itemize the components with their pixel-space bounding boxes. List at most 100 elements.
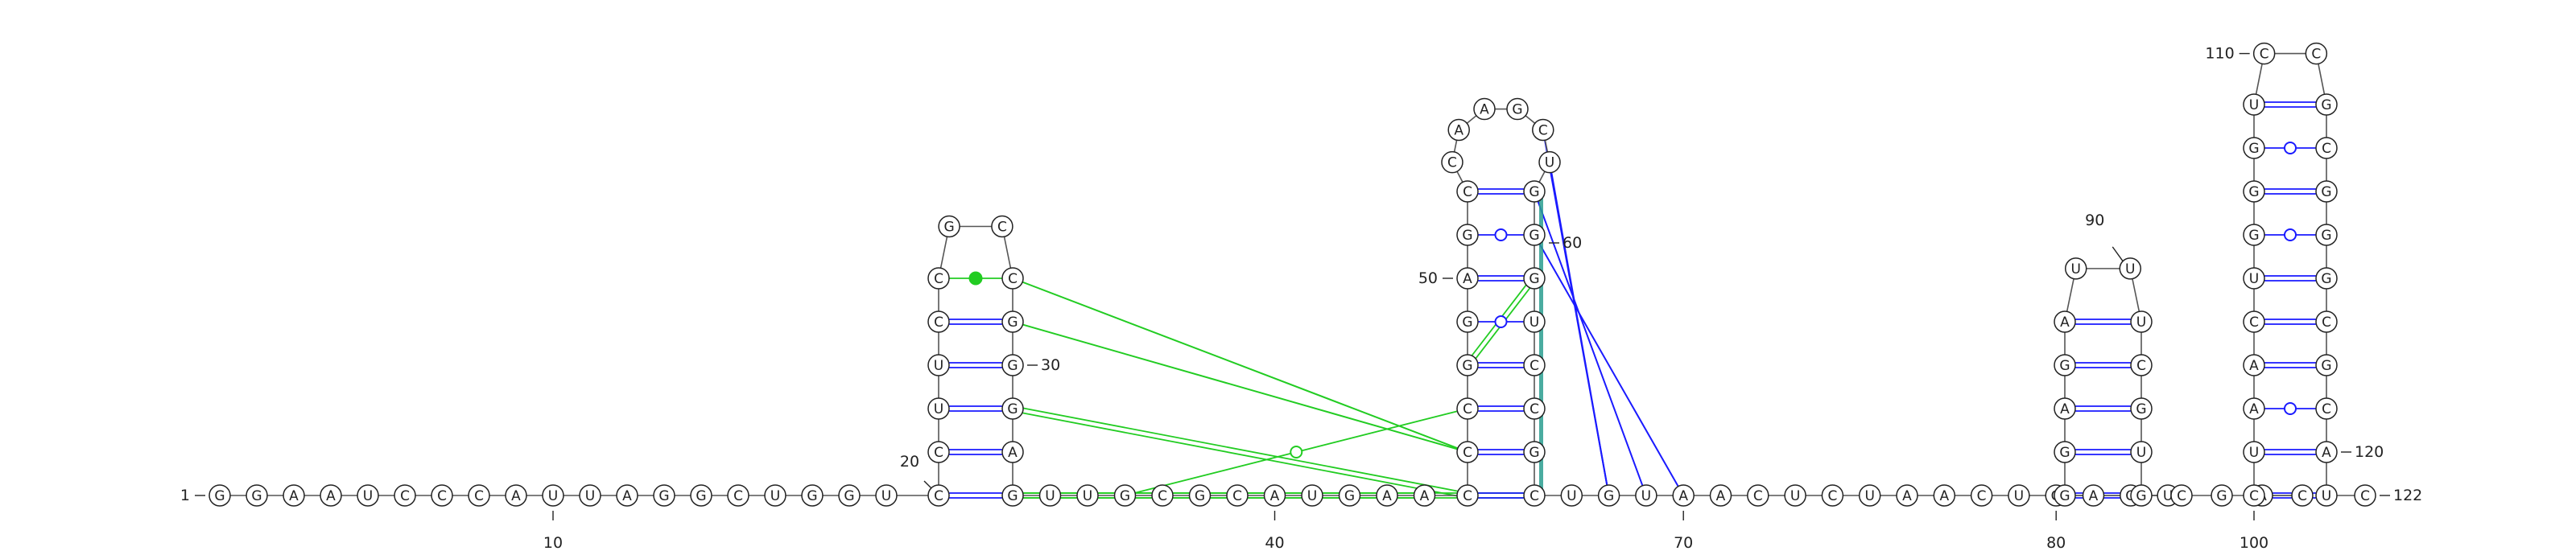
position-label: 60 [1549,234,1582,252]
nucleotide-letter: G [2321,271,2331,287]
label-text: 100 [2240,534,2268,551]
position-label: 100 [2240,511,2268,552]
nucleotide: G [2315,354,2338,376]
nucleotide-circle [991,215,1013,238]
nucleotide: C [1970,484,1993,507]
nucleotide-circle [927,484,950,507]
nucleotide-letter: U [2136,445,2146,461]
nucleotide: A [1933,484,1956,507]
nucleotide-circle [2243,267,2265,290]
nucleotide-circle [2008,484,2030,507]
nucleotide: U [1301,484,1323,507]
nucleotide-letter: U [2322,488,2331,504]
nucleotide: G [2315,224,2338,246]
nucleotide-letter: G [2248,184,2259,200]
nucleotide: C [1523,354,1546,376]
nucleotide-circle [2315,484,2338,507]
label-text: 70 [1674,534,1693,551]
nucleotide-letter: A [1382,488,1392,504]
nucleotide-letter: A [1716,488,1726,504]
base-pair-marker [2284,402,2297,415]
nucleotide-letter: U [2071,261,2081,278]
nucleotide: G [1001,354,1024,376]
nucleotide: U [2315,484,2338,507]
nucleotide-circle [2054,397,2076,420]
nucleotide-letter: C [2249,314,2259,331]
nucleotide: U [2243,93,2265,116]
nucleotide-letter: U [2014,488,2024,504]
nucleotide: U [579,484,601,507]
nucleotide-circle [2130,484,2153,507]
nucleotide-letter: C [1977,488,1987,504]
tertiary-interaction-marker [1290,446,1303,458]
nucleotide: C [1523,397,1546,420]
nucleotide-circle [1523,180,1546,203]
nucleotide-letter: G [1462,228,1472,244]
nucleotide: C [394,484,416,507]
nucleotide-circle [1226,484,1249,507]
nucleotide: C [2315,397,2338,420]
nucleotide: C [1001,267,1024,290]
nucleotide: U [1076,484,1099,507]
nucleotide: G [938,215,960,238]
nucleotide: G [1338,484,1361,507]
nucleotide: C [468,484,490,507]
nucleotide-letter: G [696,488,706,504]
label-tick [923,480,932,489]
position-label: 10 [543,511,563,552]
nucleotide-circle [1001,267,1024,290]
nucleotide-letter: C [2322,141,2331,157]
nucleotide-letter: G [2248,228,2259,244]
nucleotide: G [1001,397,1024,420]
nucleotide: U [927,354,950,376]
nucleotide-letter: C [1530,488,1539,504]
nucleotide-circle [2315,224,2338,246]
nucleotide-letter: G [807,488,817,504]
nucleotide: C [1456,397,1479,420]
nucleotide: G [1523,180,1546,203]
nucleotide-circle [838,484,861,507]
nucleotide-circle [1456,267,1479,290]
nucleotide-circle [2315,137,2338,159]
nucleotide-letter: A [326,488,336,504]
nucleotide: U [1538,150,1561,174]
nucleotide-letter: A [2089,488,2099,504]
nucleotide-letter: C [1232,488,1242,504]
position-label: 122 [2380,487,2422,504]
nucleotide-letter: A [1454,122,1463,138]
nucleotide: A [1447,118,1470,142]
base-pairs [949,101,2316,499]
nucleotide: G [2054,484,2076,507]
nucleotide-circle [1447,118,1470,142]
nucleotide-letter: C [474,488,484,504]
nucleotide-circle [2130,354,2153,376]
nucleotide-circle [2315,441,2338,463]
nucleotide-letter: A [622,488,632,504]
nucleotide-circle [1747,484,1769,507]
nucleotide: C [1226,484,1249,507]
nucleotide-letter: A [1270,488,1280,504]
nucleotide: G [2315,93,2338,116]
nucleotide-circle [1523,354,1546,376]
nucleotide: U [357,484,379,507]
nucleotide-circle [2315,354,2338,376]
nucleotide-circle [2243,224,2265,246]
nucleotide-circle [927,310,950,333]
nucleotide-circle [2315,180,2338,203]
nucleotide-circle [1506,97,1529,121]
nucleotide-circle [1456,180,1479,203]
nucleotide-letter: A [2322,445,2331,461]
nucleotide: G [1523,224,1546,246]
nucleotide-circle [505,484,527,507]
nucleotide: U [1523,310,1546,333]
nucleotide: C [1456,441,1479,463]
nucleotide: G [1456,354,1479,376]
nucleotide: C [1441,150,1463,174]
nucleotide: U [542,484,564,507]
position-label: 90 [2085,212,2124,262]
nucleotide: A [2082,484,2105,507]
nucleotide-circle [320,484,342,507]
nucleotide-letter: C [1008,271,1018,287]
label-text: 30 [1041,356,1060,374]
